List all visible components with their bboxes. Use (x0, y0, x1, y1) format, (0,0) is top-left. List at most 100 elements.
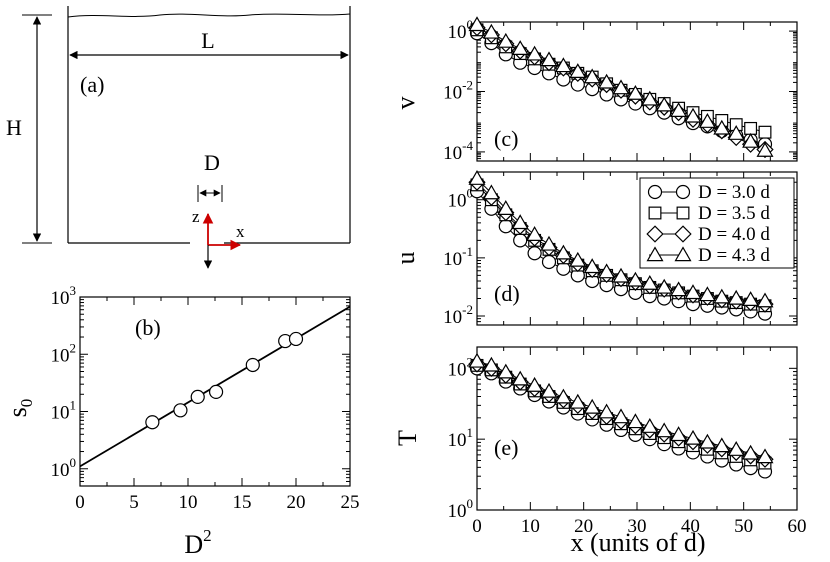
data-point-triangle (554, 388, 572, 404)
data-point-triangle (569, 393, 587, 409)
data-point-triangle (641, 418, 659, 433)
y-tick-label: 10-2 (443, 78, 473, 104)
data-point-triangle (583, 68, 601, 84)
data-point-triangle (684, 284, 702, 300)
data-point-triangle (482, 184, 500, 200)
data-point-circle (498, 219, 513, 234)
data-point-triangle (756, 292, 774, 308)
data-point-triangle (554, 57, 572, 73)
data-point-triangle (468, 352, 486, 368)
data-point-triangle (626, 413, 644, 429)
panel-c-label: (c) (494, 126, 518, 151)
data-point-triangle (482, 23, 500, 39)
chart-panel-c: 10-4 10-2 100 (443, 16, 798, 164)
x-tick-label: 20 (574, 516, 593, 537)
chart-panel-d: 10-2 10-1 100 (443, 170, 798, 328)
data-point-triangle (684, 429, 702, 445)
x-tick-label: 5 (129, 492, 139, 513)
data-point-triangle (742, 291, 760, 306)
data-point-triangle (612, 79, 630, 95)
data-point-triangle (540, 51, 558, 67)
y-tick-label: 100 (448, 17, 474, 43)
data-point-triangle (727, 125, 745, 140)
data-point-triangle (655, 422, 673, 438)
y-tick-label: 100 (448, 496, 474, 522)
x-tick-label: 10 (179, 492, 198, 513)
data-point-circle (527, 246, 542, 261)
data-point-triangle (698, 113, 716, 128)
x-tick-label: 20 (287, 492, 306, 513)
data-point-triangle (670, 102, 688, 117)
data-point-triangle (641, 274, 659, 290)
data-point-circle (513, 233, 528, 248)
data-point-triangle (598, 263, 616, 279)
data-point-triangle (540, 382, 558, 398)
panel-d-ylabel: u (391, 252, 420, 265)
x-axis-label: x (236, 222, 245, 241)
y-tick-label: 101 (448, 425, 474, 451)
data-point-triangle (742, 444, 760, 460)
data-point-triangle (497, 200, 515, 215)
chart-panel-b: 100 101 102 103 0 5 10 15 20 25 (51, 283, 360, 513)
z-axis-label: z (192, 207, 200, 226)
data-point-triangle (468, 170, 486, 185)
legend-marker-triangle (646, 246, 664, 262)
x-tick-label: 30 (628, 516, 647, 537)
legend-marker-square (676, 206, 690, 220)
x-tick-label: 60 (788, 516, 807, 537)
data-point-triangle (727, 441, 745, 456)
data-point-triangle (727, 289, 745, 305)
y-tick-label: 101 (51, 398, 77, 424)
data-point (245, 357, 260, 373)
panel-e-label: (e) (494, 435, 518, 460)
data-point-triangle (511, 40, 529, 55)
data-point-triangle (670, 281, 688, 297)
data-point (208, 384, 224, 400)
legend-marker-circle (675, 184, 691, 200)
data-point-triangle (554, 244, 572, 260)
data-point-triangle (540, 235, 558, 251)
y-tick-label: 10-2 (443, 302, 473, 328)
panel-b-label: (b) (135, 315, 161, 340)
data-point-triangle (756, 141, 774, 157)
width-label: L (201, 28, 214, 53)
data-point-triangle (612, 408, 630, 424)
legend-marker-triangle (674, 246, 692, 262)
free-surface-line (67, 13, 351, 18)
data-point-triangle (511, 214, 529, 230)
data-point (190, 389, 205, 404)
y-tick-label: 102 (51, 340, 77, 366)
legend-label: D = 3.0 d (698, 182, 770, 203)
panel-d-label: (d) (494, 281, 520, 306)
data-point (173, 403, 188, 418)
legend-label: D = 4.0 d (698, 224, 770, 245)
data-point-triangle (569, 63, 587, 78)
y-tick-label: 10-4 (443, 138, 473, 164)
legend-marker-circle (647, 184, 663, 200)
data-point (288, 331, 304, 347)
data-point-triangle (670, 426, 688, 442)
panel-a-label: (a) (80, 72, 104, 97)
data-point-triangle (742, 132, 760, 148)
y-tick-label: 10-1 (443, 244, 473, 270)
data-point-triangle (482, 356, 500, 372)
y-tick-label: 103 (51, 283, 77, 309)
x-tick-label: 0 (472, 516, 482, 537)
legend-marker-diamond (646, 225, 664, 243)
data-point-triangle (526, 45, 544, 61)
x-tick-label: 40 (681, 516, 700, 537)
x-tick-label: 50 (734, 516, 753, 537)
data-point-square (744, 121, 758, 135)
data-point-triangle (698, 433, 716, 449)
data-point-triangle (583, 398, 601, 414)
data-point-circle (541, 254, 557, 270)
panel-c-ylabel: v (391, 97, 420, 110)
x-tick-label: 0 (75, 492, 85, 513)
schematic-panel: L (a) H D z x (6, 6, 351, 269)
height-label: H (6, 115, 22, 140)
panel-b-ylabel: s0 (3, 399, 36, 418)
data-point-triangle (713, 288, 731, 304)
legend-label: D = 4.3 d (698, 245, 770, 266)
data-point-triangle (497, 32, 515, 48)
